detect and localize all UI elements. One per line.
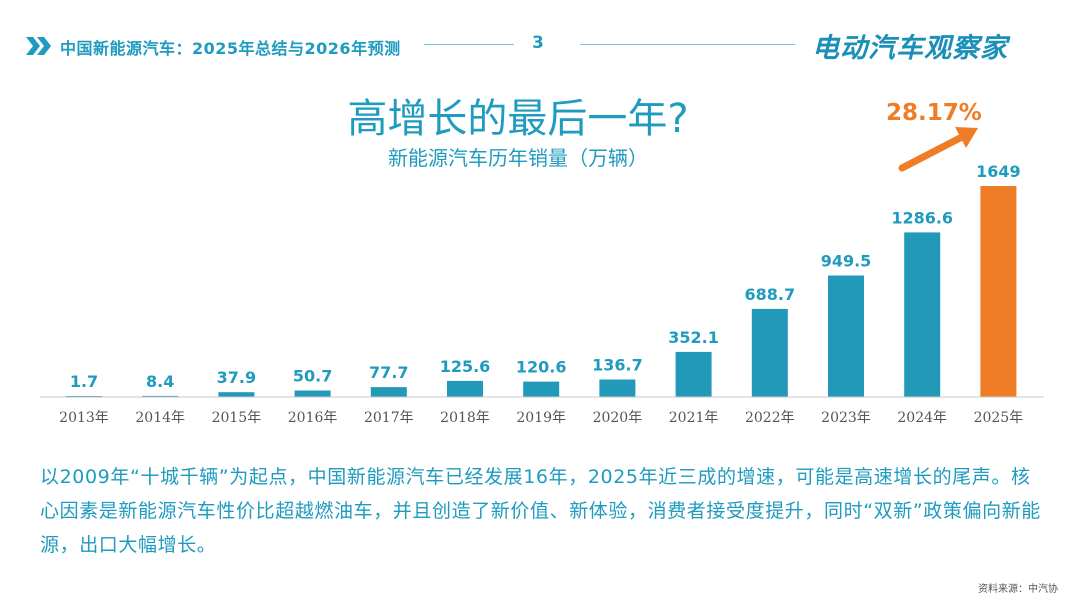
bar-2023年	[828, 275, 864, 397]
bar-2018年	[447, 380, 483, 397]
value-label-2023年: 949.5	[821, 252, 872, 271]
sales-bar-chart: 1.7 2013年 8.4 2014年 37.9 2015年 50.7 2016年 77.7 20…	[40, 127, 1044, 426]
double-chevron-icon	[26, 37, 51, 55]
x-tick-label-2016年: 2016年	[288, 410, 338, 426]
header: 中国新能源汽车：2025年总结与2026年预测 3 电动汽车观察家	[0, 0, 1080, 80]
chart-title: 高增长的最后一年?	[347, 96, 689, 142]
value-label-2019年: 120.6	[516, 358, 567, 377]
brand-logo: 电动汽车观察家	[812, 33, 1008, 64]
value-label-2025年: 1649	[976, 162, 1021, 181]
x-tick-label-2020年: 2020年	[593, 410, 643, 426]
value-label-2015年: 37.9	[217, 368, 256, 387]
x-tick-label-2017年: 2017年	[364, 410, 414, 426]
x-tick-label-2018年: 2018年	[440, 410, 490, 426]
growth-arrow-head	[955, 127, 978, 148]
bar-2014年	[142, 395, 179, 397]
bar-2024年	[904, 232, 941, 397]
value-label-2016年: 50.7	[293, 367, 332, 386]
chart-subtitle: 新能源汽车历年销量（万辆）	[388, 146, 648, 170]
x-tick-label-2024年: 2024年	[897, 410, 947, 426]
x-tick-label-2023年: 2023年	[821, 410, 871, 426]
x-tick-label-2014年: 2014年	[135, 410, 185, 426]
growth-annotation: 28.17%	[886, 100, 982, 126]
value-label-2013年: 1.7	[70, 372, 98, 391]
value-label-2018年: 125.6	[440, 357, 491, 376]
bar-2021年	[675, 351, 712, 397]
value-label-2024年: 1286.6	[891, 208, 953, 227]
x-tick-label-2025年: 2025年	[974, 410, 1024, 426]
bar-2016年	[294, 390, 331, 397]
bar-2020年	[599, 379, 636, 397]
header-divider-right	[580, 44, 795, 45]
x-tick-label-2013年: 2013年	[59, 410, 109, 426]
x-tick-label-2021年: 2021年	[669, 410, 719, 426]
value-label-2017年: 77.7	[369, 363, 408, 382]
bar-2015年	[218, 392, 255, 397]
value-label-2014年: 8.4	[146, 372, 174, 391]
header-title: 中国新能源汽车：2025年总结与2026年预测	[60, 39, 401, 58]
bar-2017年	[370, 387, 407, 397]
x-tick-label-2019年: 2019年	[516, 410, 566, 426]
bar-2022年	[751, 308, 788, 397]
growth-arrow-shaft	[898, 134, 964, 172]
bar-2025年	[980, 186, 1017, 397]
header-divider-left	[424, 44, 514, 45]
description-text: 以2009年“十城千辆”为起点，中国新能源汽车已经发展16年，2025年近三成的…	[40, 466, 1041, 556]
value-label-2021年: 352.1	[668, 328, 719, 347]
x-tick-label-2022年: 2022年	[745, 410, 795, 426]
value-label-2020年: 136.7	[592, 356, 643, 375]
source-note: 资料来源：中汽协	[978, 584, 1058, 595]
page-number: 3	[532, 33, 544, 53]
bar-2019年	[523, 381, 560, 397]
x-tick-label-2015年: 2015年	[212, 410, 262, 426]
value-label-2022年: 688.7	[744, 285, 795, 304]
